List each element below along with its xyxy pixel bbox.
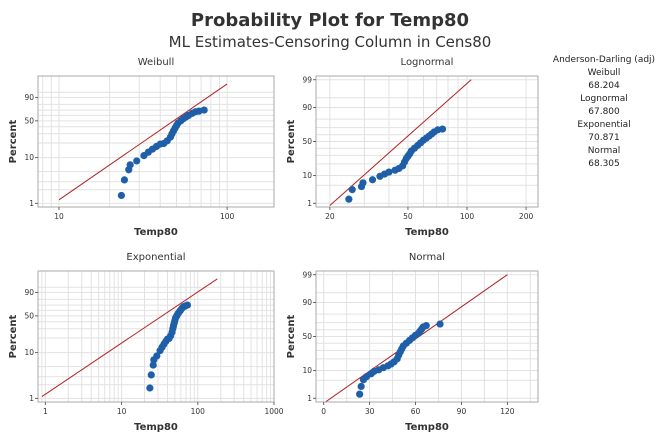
y-tick-label: 90: [24, 93, 34, 102]
y-tick-label: 99: [302, 270, 312, 279]
data-point: [183, 301, 191, 309]
data-point: [117, 191, 125, 200]
data-point: [348, 186, 356, 194]
stats-label-normal: Normal: [587, 146, 621, 156]
x-tick-label: 10: [54, 212, 64, 221]
plot-frame: [37, 75, 275, 208]
x-tick-label: 100: [220, 212, 235, 221]
data-point: [147, 371, 155, 379]
panel-weibull: 1 10 50 90 10 100 Weibull Temp80 Percent: [8, 57, 275, 238]
y-tick-label: 1: [307, 394, 312, 403]
panel-exponential: 1 10 50 90 1 10 100 1000 Exponential Temp80 Percen…: [8, 252, 284, 433]
stats-value-weibull: 68.204: [588, 81, 620, 91]
panel-title: Lognormal: [401, 57, 454, 68]
y-tick-label: 10: [302, 366, 312, 375]
x-tick-label: 20: [325, 212, 335, 221]
stats-value-lognormal: 67.800: [588, 107, 620, 117]
y-tick-label: 1: [29, 394, 34, 403]
data-point: [385, 168, 393, 176]
chart-subtitle: ML Estimates-Censoring Column in Cens80: [168, 33, 492, 51]
stats-value-exponential: 70.871: [588, 133, 620, 143]
y-tick-label: 10: [24, 153, 34, 162]
y-axis-label: Percent: [8, 314, 19, 358]
data-point: [146, 384, 154, 392]
x-tick-label: 90: [457, 407, 467, 416]
chart-title: Probability Plot for Temp80: [190, 10, 470, 31]
data-point: [438, 125, 447, 133]
data-point: [436, 320, 444, 328]
y-axis-label: Percent: [8, 119, 19, 163]
plot-area: [38, 76, 274, 207]
panel-title: Weibull: [138, 57, 174, 68]
data-point: [133, 157, 141, 165]
y-tick-label: 90: [24, 288, 34, 297]
data-point: [359, 179, 367, 187]
x-axis-label: Temp80: [405, 422, 449, 433]
panel-title: Exponential: [126, 252, 185, 263]
x-tick-label: 200: [519, 212, 534, 221]
data-point: [153, 352, 161, 360]
y-tick-label: 1: [307, 199, 312, 208]
plot-frame: [37, 270, 275, 403]
x-tick-label: 30: [365, 407, 375, 416]
data-point: [200, 106, 208, 114]
stats-label-exponential: Exponential: [577, 120, 631, 130]
data-point: [345, 195, 353, 203]
x-tick-label: 100: [191, 407, 206, 416]
stats-label-weibull: Weibull: [587, 68, 621, 78]
y-tick-label: 50: [24, 116, 34, 125]
y-tick-label: 10: [302, 171, 312, 180]
x-tick-label: 1: [43, 407, 48, 416]
fit-line: [41, 278, 218, 397]
panel-title: Normal: [409, 252, 445, 263]
stats-label-lognormal: Lognormal: [580, 94, 628, 104]
x-axis-label: Temp80: [405, 227, 449, 238]
data-point: [368, 176, 377, 184]
data-point: [126, 161, 134, 169]
panel-lognormal: 1 10 50 90 99 20 50 100 200 Lognormal Temp80 Percen…: [286, 57, 539, 238]
panel-normal: 1 10 50 90 99 0 30 60 90 120 Normal Temp80 Percent: [286, 252, 539, 433]
data-point: [120, 176, 129, 184]
y-tick-label: 50: [24, 311, 34, 320]
fit-line: [58, 83, 228, 201]
y-tick-label: 50: [302, 137, 312, 146]
stats-value-normal: 68.305: [588, 159, 620, 169]
y-tick-label: 90: [302, 103, 312, 112]
plot-area: [38, 271, 274, 402]
x-tick-label: 1000: [264, 407, 283, 416]
data-point: [422, 321, 430, 330]
x-tick-label: 100: [460, 212, 475, 221]
x-tick-label: 10: [117, 407, 127, 416]
stats-header: Anderson-Darling (adj): [552, 55, 656, 65]
x-axis-label: Temp80: [134, 227, 178, 238]
y-tick-label: 1: [29, 199, 34, 208]
x-tick-label: 60: [411, 407, 421, 416]
stats-legend: Anderson-Darling (adj) Weibull 68.204 Lo…: [548, 54, 660, 171]
x-tick-label: 120: [500, 407, 515, 416]
y-tick-label: 99: [302, 75, 312, 84]
y-tick-label: 10: [24, 348, 34, 357]
y-tick-label: 50: [302, 332, 312, 341]
y-axis-label: Percent: [286, 314, 297, 358]
data-point: [149, 361, 157, 369]
y-tick-label: 90: [302, 298, 312, 307]
x-tick-label: 50: [403, 212, 413, 221]
x-axis-label: Temp80: [134, 422, 178, 433]
fit-line: [329, 79, 472, 206]
data-point: [357, 382, 365, 391]
data-point: [356, 390, 364, 398]
x-tick-label: 0: [321, 407, 326, 416]
y-axis-label: Percent: [286, 119, 297, 163]
